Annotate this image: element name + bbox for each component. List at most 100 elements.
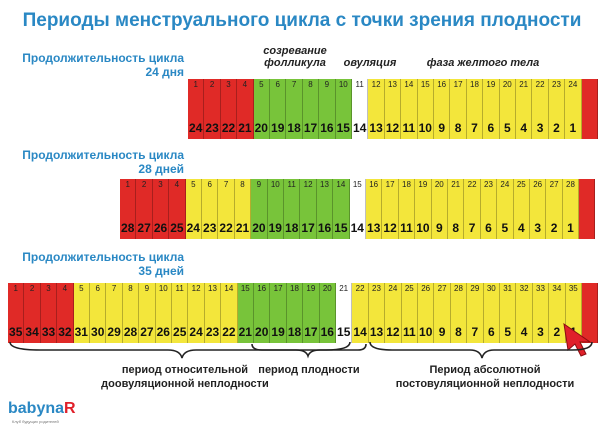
days-remaining: 22	[222, 325, 236, 339]
day-number: 23	[552, 80, 561, 89]
days-remaining: 14	[353, 121, 367, 135]
day-cell: 14 15	[333, 179, 350, 239]
day-number: 16	[369, 180, 379, 189]
day-cell: 23 2	[548, 79, 566, 139]
day-number: 31	[503, 284, 513, 293]
days-remaining: 23	[205, 121, 219, 135]
days-remaining: 7	[468, 221, 476, 235]
period-braces	[9, 341, 593, 359]
days-remaining: 3	[537, 325, 544, 339]
days-remaining: 7	[471, 325, 479, 339]
day-number: 15	[240, 284, 250, 293]
days-remaining: 28	[123, 325, 138, 339]
day-number: 19	[418, 180, 428, 189]
day-number: 7	[111, 284, 117, 293]
day-number: 15	[352, 180, 362, 189]
cycle-label-28: Продолжительность цикла 28 дней	[0, 148, 184, 176]
day-cell: 10 19	[267, 179, 284, 239]
cycle-label-35-line2: 35 дней	[138, 264, 184, 278]
menstruation-start-cell	[581, 79, 598, 139]
page-title: Периоды менструального цикла с точки зре…	[22, 10, 582, 31]
day-cell: 12 13	[368, 79, 385, 139]
days-remaining: 11	[400, 221, 413, 235]
day-number: 1	[193, 80, 198, 89]
days-remaining: 18	[287, 325, 302, 339]
days-remaining: 8	[455, 325, 462, 339]
day-cell: 11 25	[172, 283, 189, 343]
day-number: 3	[158, 180, 163, 189]
day-number: 12	[371, 80, 381, 89]
period-fertile-label: период плодности	[258, 364, 360, 376]
day-cell: 18 7	[466, 79, 484, 139]
days-remaining: 28	[121, 221, 135, 235]
day-number: 34	[552, 284, 562, 293]
day-number: 6	[95, 284, 100, 293]
day-number: 24	[568, 80, 578, 89]
days-remaining: 25	[173, 325, 187, 339]
day-cell: 20 9	[431, 179, 448, 239]
day-cell: 24 12	[385, 283, 402, 343]
day-cell: 25 11	[401, 283, 418, 343]
day-cell: 16 13	[366, 179, 383, 239]
days-remaining: 31	[74, 325, 88, 339]
days-remaining: 34	[25, 325, 39, 339]
day-cell: 23 13	[368, 283, 386, 343]
days-remaining: 16	[320, 121, 334, 135]
days-remaining: 9	[438, 325, 446, 339]
phase-label-luteal: фаза желтого тела	[426, 57, 540, 69]
day-number: 24	[500, 180, 510, 189]
day-number: 11	[175, 284, 184, 293]
day-number: 19	[306, 284, 316, 293]
day-number: 14	[404, 80, 414, 89]
days-remaining: 12	[385, 121, 400, 135]
days-remaining: 23	[205, 325, 220, 339]
day-number: 12	[303, 180, 313, 189]
day-number: 10	[338, 80, 348, 89]
days-remaining: 27	[140, 325, 154, 339]
day-number: 5	[191, 180, 196, 189]
days-remaining: 1	[567, 221, 574, 235]
logo-accent: R	[64, 400, 76, 417]
day-number: 9	[324, 80, 330, 89]
day-cell: 3 22	[220, 79, 238, 139]
days-remaining: 1	[569, 121, 577, 135]
days-remaining: 21	[235, 221, 250, 235]
day-cell: 17 19	[270, 283, 287, 343]
day-number: 18	[470, 80, 479, 89]
day-number: 15	[420, 80, 430, 89]
days-remaining: 8	[452, 221, 460, 235]
day-number: 20	[502, 80, 512, 89]
day-number: 20	[434, 180, 444, 189]
day-cell: 21 4	[516, 79, 533, 139]
day-cell: 6 19	[270, 79, 287, 139]
day-number: 22	[535, 80, 545, 89]
days-remaining: 35	[9, 325, 23, 339]
day-number: 32	[519, 284, 529, 293]
day-number: 18	[402, 180, 411, 189]
day-number: 20	[322, 284, 332, 293]
days-remaining: 5	[504, 325, 512, 339]
days-remaining: 6	[487, 121, 495, 135]
day-number: 27	[549, 180, 559, 189]
day-cell: 25 4	[513, 179, 530, 239]
days-remaining: 12	[386, 325, 400, 339]
period-relative-line1: период относительной	[121, 364, 249, 376]
days-remaining: 5	[501, 221, 509, 235]
days-remaining: 16	[317, 221, 332, 235]
days-remaining: 20	[255, 325, 269, 339]
day-number: 27	[437, 284, 447, 293]
brace-absolute	[369, 341, 593, 359]
day-cell: 2 34	[24, 283, 41, 343]
day-number: 3	[226, 80, 231, 89]
day-cell: 22 7	[464, 179, 481, 239]
day-cell: 14 22	[221, 283, 238, 343]
day-cell: 6 30	[90, 283, 107, 343]
day-number: 23	[484, 180, 493, 189]
day-cell: 10 26	[155, 283, 172, 343]
menstruation-start-cell	[579, 179, 596, 239]
day-number: 33	[536, 284, 545, 293]
day-number: 35	[568, 284, 578, 293]
day-number: 4	[242, 80, 248, 89]
